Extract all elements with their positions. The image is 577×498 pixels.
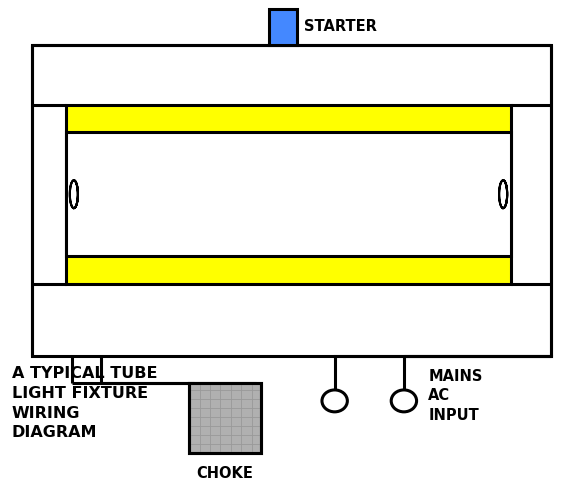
Bar — [269, 9, 297, 45]
Text: A TYPICAL TUBE
LIGHT FIXTURE
WIRING
DIAGRAM: A TYPICAL TUBE LIGHT FIXTURE WIRING DIAG… — [12, 366, 157, 440]
Circle shape — [322, 390, 347, 412]
Text: CHOKE: CHOKE — [197, 466, 253, 481]
Bar — [189, 383, 261, 453]
Bar — [32, 45, 551, 356]
Text: STARTER: STARTER — [304, 19, 376, 34]
Text: MAINS
AC
INPUT: MAINS AC INPUT — [428, 369, 482, 423]
Circle shape — [391, 390, 417, 412]
Bar — [189, 383, 261, 453]
Bar — [66, 132, 511, 256]
Bar — [66, 105, 511, 284]
